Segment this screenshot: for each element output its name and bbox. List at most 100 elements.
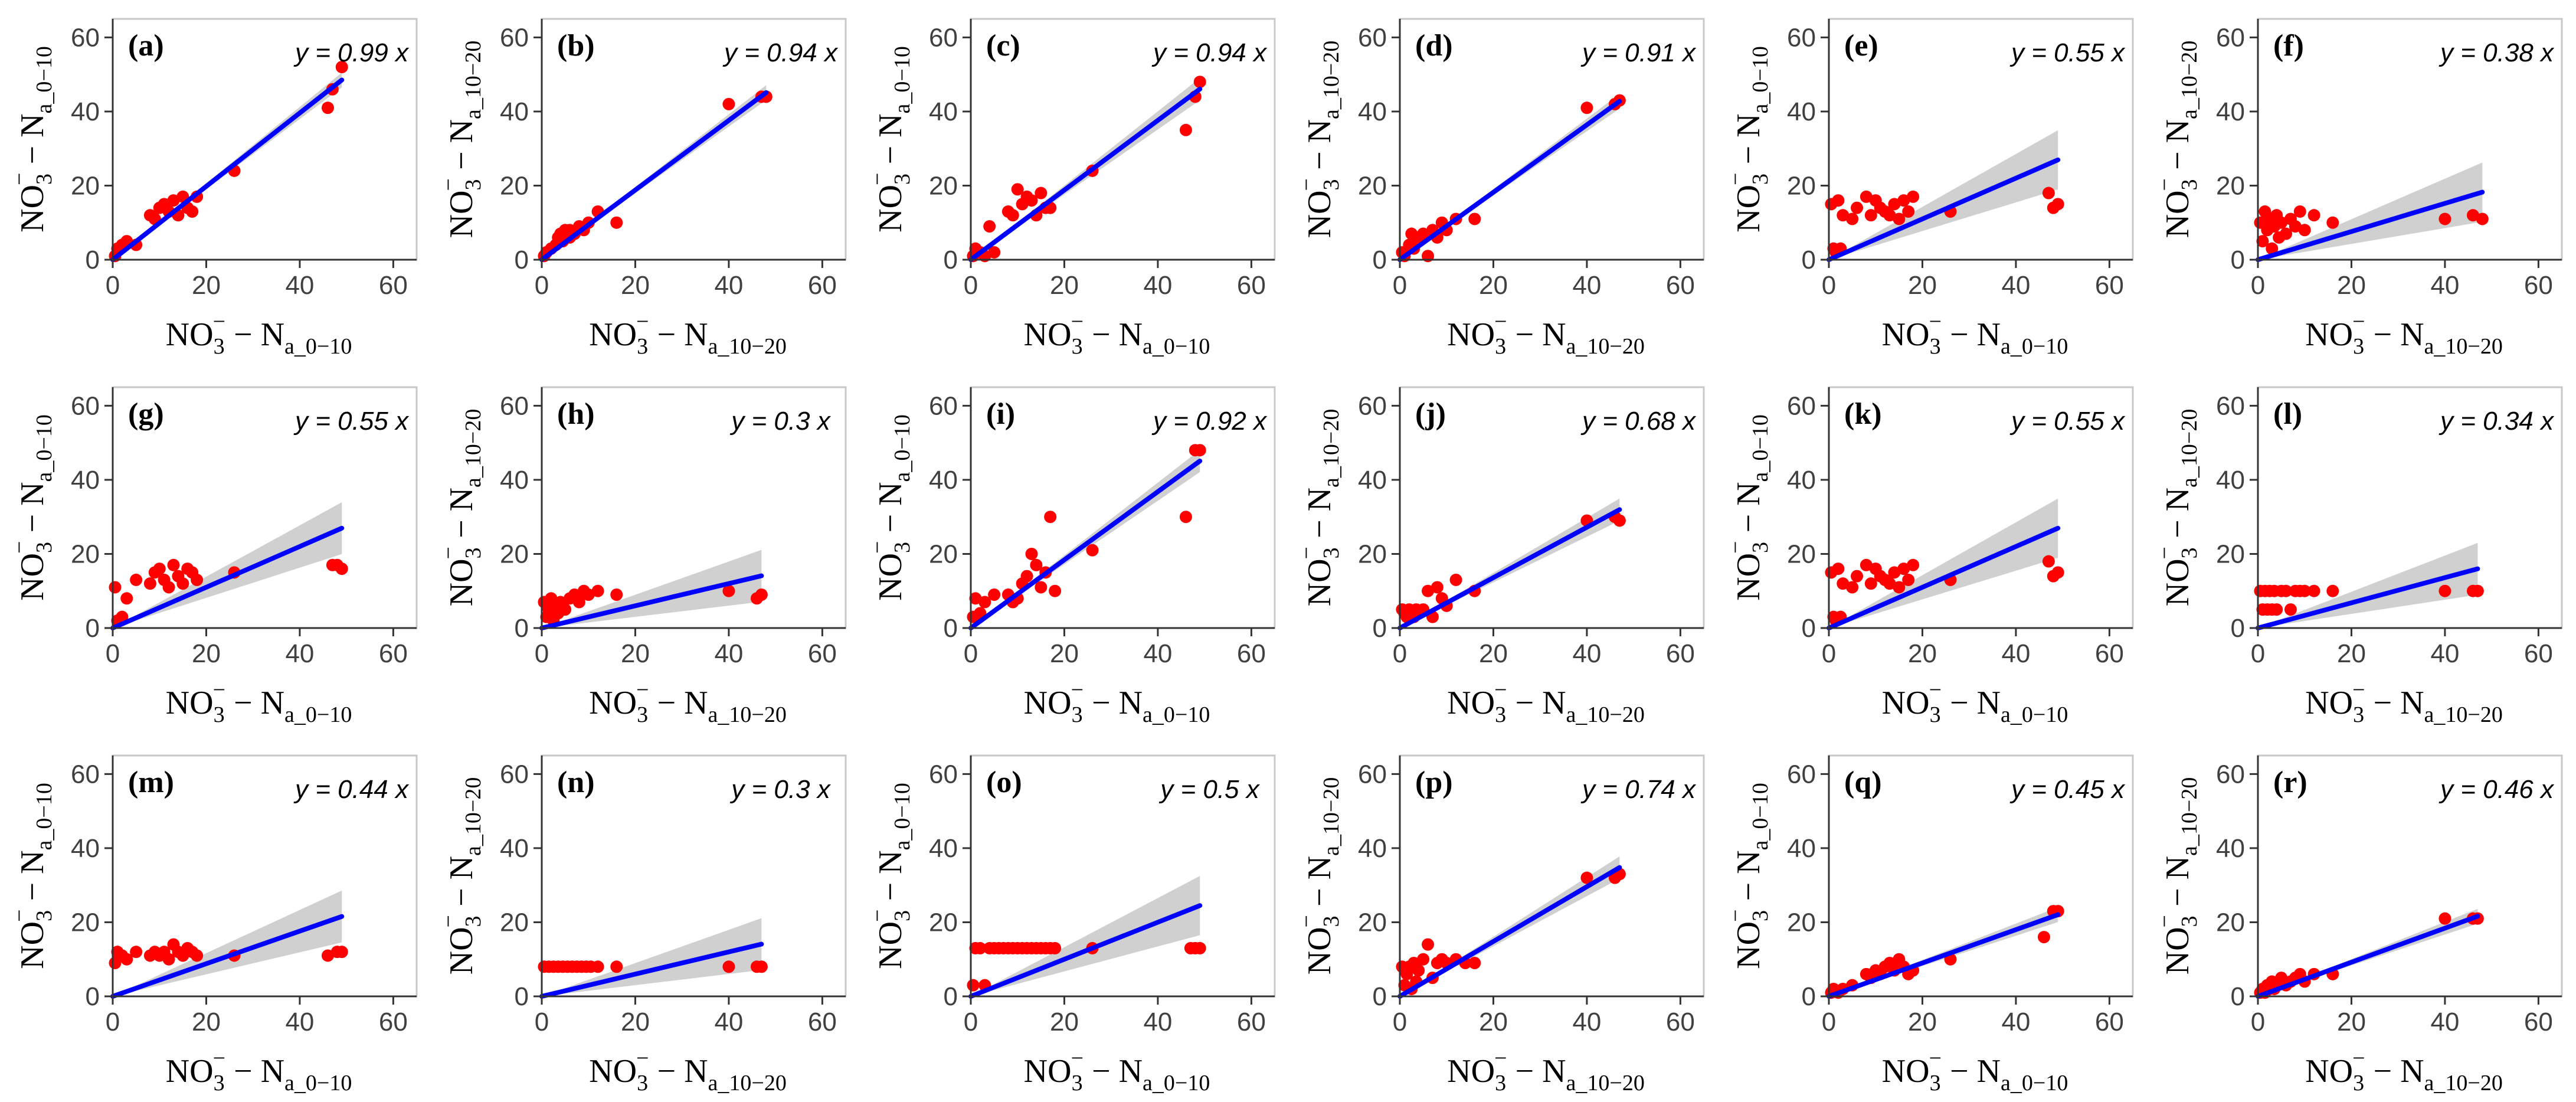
y-tick-label: 60 (1358, 391, 1387, 420)
panel-title: (l) (2273, 397, 2302, 431)
data-point (722, 584, 735, 597)
y-tick-label: 40 (1358, 466, 1387, 495)
data-point (167, 194, 180, 207)
data-point (1417, 953, 1430, 966)
data-point (1020, 570, 1033, 583)
equation-label: y = 0.44 x (293, 775, 410, 804)
y-tick-label: 40 (1358, 834, 1387, 863)
data-point (1613, 514, 1626, 527)
y-tick-label: 60 (1787, 391, 1816, 420)
x-tick-label: 0 (106, 271, 120, 300)
x-tick-label: 20 (1908, 271, 1937, 300)
confidence-band (1829, 907, 2058, 996)
data-point (2326, 216, 2339, 229)
fit-line (1397, 99, 1622, 262)
confidence-band (1829, 130, 2058, 260)
y-tick-label: 0 (1802, 246, 1816, 274)
data-point (1883, 577, 1896, 590)
y-axis-label: NO3− − Na_0−10 (1723, 414, 1773, 601)
data-point (1449, 573, 1462, 586)
y-axis-label: NO3− − Na_0−10 (7, 414, 57, 601)
y-tick-label: 0 (944, 246, 958, 274)
fit-line (1827, 157, 2061, 262)
y-tick-label: 0 (515, 614, 529, 643)
y-tick-label: 40 (1358, 97, 1387, 126)
y-tick-label: 0 (944, 614, 958, 643)
x-tick-label: 0 (1393, 271, 1407, 300)
panel-title: (k) (1844, 397, 1882, 431)
x-tick-label: 0 (1822, 639, 1836, 668)
equation-label: y = 0.91 x (1580, 38, 1697, 67)
x-tick-label: 60 (1666, 271, 1695, 300)
y-tick-label: 0 (515, 982, 529, 1011)
panel-title: (h) (557, 397, 595, 431)
x-tick-label: 20 (1908, 1008, 1937, 1036)
x-tick-label: 20 (1050, 271, 1079, 300)
y-tick-label: 20 (1358, 908, 1387, 937)
data-point (1851, 201, 1864, 214)
data-point (2307, 584, 2320, 597)
y-axis-label: NO3− − Na_0−10 (865, 783, 915, 969)
x-tick-label: 0 (1822, 271, 1836, 300)
panel-a: 0 20 40 60 0 20 40 60 (a) y = 0.99 x NO3− − Na_0−1… (7, 18, 418, 359)
confidence-band (542, 918, 762, 996)
data-point (1902, 573, 1915, 586)
data-point (1422, 938, 1435, 951)
x-tick-label: 20 (621, 1008, 650, 1036)
data-point (2280, 227, 2293, 240)
data-point (2051, 566, 2064, 579)
data-point (1179, 511, 1192, 524)
data-point (983, 220, 996, 233)
x-tick-label: 40 (2430, 639, 2459, 668)
y-tick-label: 40 (2216, 834, 2245, 863)
y-tick-label: 40 (1787, 466, 1816, 495)
data-point (2476, 212, 2489, 225)
y-tick-label: 20 (500, 539, 529, 568)
panel-title: (q) (1844, 766, 1882, 799)
y-tick-label: 20 (929, 171, 958, 200)
data-point (130, 946, 143, 959)
confidence-band (113, 72, 342, 260)
equation-label: y = 0.3 x (729, 775, 832, 804)
data-point (1897, 194, 1910, 207)
x-tick-label: 60 (2095, 1008, 2124, 1036)
y-tick-label: 40 (71, 97, 100, 126)
data-point (1832, 194, 1845, 207)
data-point (335, 946, 348, 959)
data-point (1846, 212, 1859, 225)
x-axis-label: NO3− − Na_0−10 (1882, 1046, 2068, 1096)
fit-line (539, 90, 769, 262)
y-tick-label: 20 (2216, 539, 2245, 568)
y-tick-label: 60 (929, 760, 958, 789)
x-tick-label: 0 (964, 1008, 978, 1036)
x-tick-label: 60 (379, 1008, 408, 1036)
y-tick-label: 20 (71, 539, 100, 568)
x-tick-label: 40 (1572, 639, 1601, 668)
confidence-band (542, 550, 762, 628)
data-point (1035, 187, 1048, 200)
x-axis-label: NO3− − Na_0−10 (1024, 678, 1210, 727)
data-point (1851, 570, 1864, 583)
y-tick-label: 40 (2216, 466, 2245, 495)
x-tick-label: 20 (621, 639, 650, 668)
x-tick-label: 0 (1393, 1008, 1407, 1036)
data-point (2284, 603, 2297, 616)
data-point (1883, 209, 1896, 222)
x-tick-label: 20 (2337, 1008, 2366, 1036)
y-tick-label: 20 (1358, 171, 1387, 200)
data-point (321, 949, 334, 962)
data-point (1006, 209, 1019, 222)
y-tick-label: 0 (86, 246, 100, 274)
y-tick-label: 60 (1787, 23, 1816, 52)
data-point (120, 953, 133, 966)
data-point (191, 573, 204, 586)
y-tick-label: 0 (1373, 982, 1387, 1011)
data-point (1086, 544, 1099, 557)
y-tick-label: 60 (2216, 760, 2245, 789)
x-tick-label: 20 (192, 271, 221, 300)
y-tick-label: 0 (1802, 982, 1816, 1011)
data-point (2298, 224, 2311, 237)
data-point (1580, 102, 1593, 115)
x-tick-label: 40 (1572, 1008, 1601, 1036)
panel-l: 0 20 40 60 0 20 40 60 (l) y = 0.34 x NO3− − Na_10−… (2152, 386, 2563, 727)
